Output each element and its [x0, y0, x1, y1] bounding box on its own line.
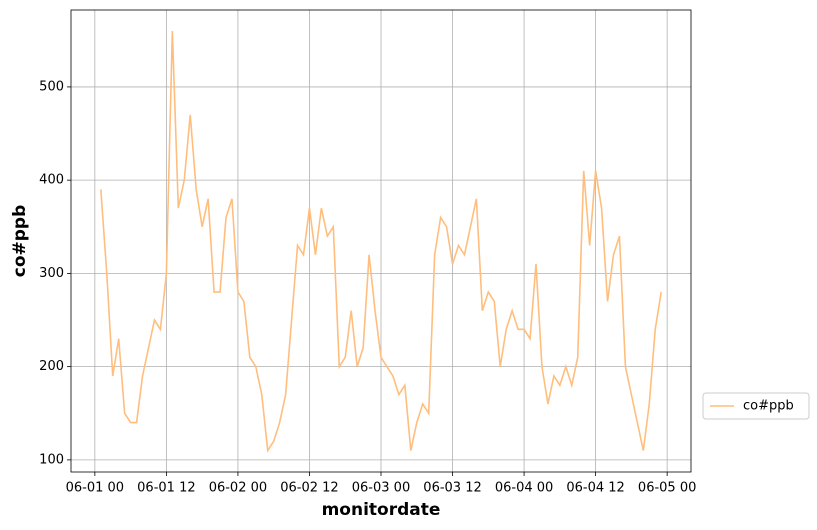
y-tick-label: 100 — [39, 452, 64, 467]
x-tick-label: 06-03 12 — [423, 481, 481, 496]
x-axis-label: monitordate — [322, 500, 441, 520]
x-tick-label: 06-04 12 — [566, 481, 624, 496]
y-tick-label: 400 — [39, 173, 64, 188]
x-tick-label: 06-03 00 — [352, 481, 410, 496]
x-tick-label: 06-01 00 — [66, 481, 124, 496]
x-tick-label: 06-02 00 — [209, 481, 267, 496]
y-tick-label: 300 — [39, 266, 64, 281]
y-axis-label: co#ppb — [10, 205, 30, 278]
x-tick-label: 06-05 00 — [638, 481, 696, 496]
x-tick-label: 06-04 00 — [495, 481, 553, 496]
x-tick-label: 06-02 12 — [280, 481, 338, 496]
x-tick-label: 06-01 12 — [137, 481, 195, 496]
data-line — [100, 30, 662, 453]
plot-frame — [70, 9, 692, 473]
y-tick-label: 200 — [39, 359, 64, 374]
y-tick-label: 500 — [39, 79, 64, 94]
legend-box — [702, 392, 810, 420]
legend-label: co#ppb — [743, 399, 794, 414]
